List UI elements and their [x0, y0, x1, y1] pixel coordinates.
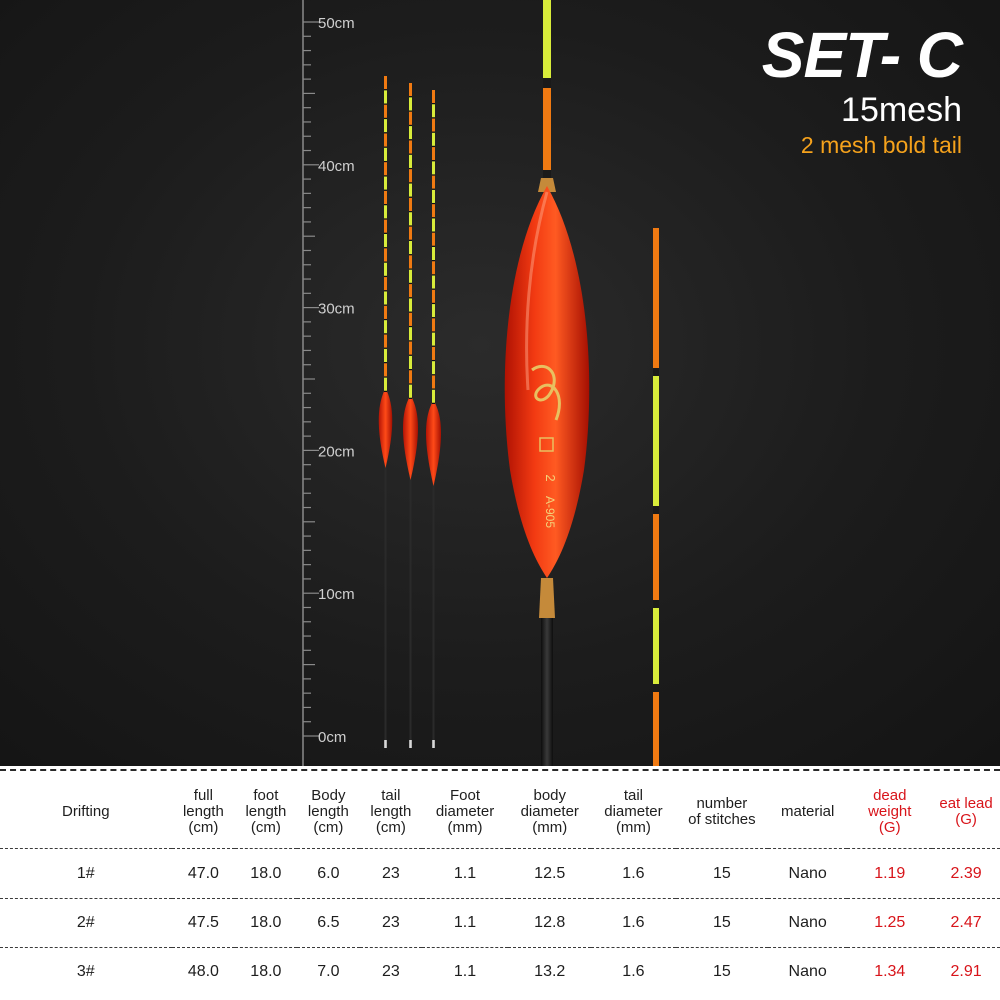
- table-cell: 13.2: [534, 962, 566, 980]
- table-cell: 1.6: [622, 864, 645, 882]
- table-cell: 1.1: [453, 864, 477, 882]
- table-row: 2# 47.5 18.0 6.5 23 1.1 12.8 1.6 15 Nano 1.25 2.47: [0, 899, 1000, 948]
- table-cell: 48.0: [187, 962, 219, 980]
- small-float-2: [402, 83, 419, 748]
- column-header: tail length (cm): [370, 787, 412, 836]
- ruler-label: 40cm: [318, 158, 355, 175]
- table-cell: 2.47: [950, 914, 982, 931]
- column-header: Drifting: [62, 803, 110, 820]
- table-cell: Nano: [788, 914, 827, 931]
- table-cell: 6.0: [317, 864, 340, 882]
- small-float-1: [378, 76, 393, 748]
- table-cell: 6.5: [317, 914, 340, 931]
- table-cell: 1.6: [622, 914, 645, 931]
- column-header: Foot diameter (mm): [435, 787, 495, 836]
- ruler-label: 20cm: [318, 443, 355, 460]
- spec-table: Drifting full length (cm) foot length (cm) Body…: [0, 776, 1000, 995]
- mesh-label: 15mesh: [841, 91, 962, 129]
- table-cell: 7.0: [317, 962, 340, 980]
- ruler-label: 50cm: [318, 15, 355, 32]
- table-cell: 3#: [76, 962, 95, 980]
- tail-note: 2 mesh bold tail: [800, 132, 962, 158]
- table-row: 3# 48.0 18.0 7.0 23 1.1 13.2 1.6 15 Nano 1.34 2.91: [0, 948, 1000, 995]
- table-cell: 2.91: [950, 962, 982, 980]
- column-header: Body length (cm): [307, 787, 349, 836]
- float-number: 2: [543, 474, 558, 481]
- table-cell: 18.0: [250, 864, 282, 882]
- table-cell: 2#: [76, 914, 95, 931]
- table-cell: 23: [381, 962, 400, 980]
- table-cell: 1.25: [874, 914, 906, 931]
- table-cell: 1.1: [453, 962, 477, 980]
- table-cell: 23: [381, 914, 400, 931]
- table-header-row: Drifting full length (cm) foot length (cm) Body…: [0, 776, 1000, 849]
- table-cell: 15: [712, 864, 731, 882]
- table-cell: Nano: [788, 864, 827, 882]
- table-cell: 12.5: [534, 864, 566, 882]
- table-cell: 1.34: [874, 962, 906, 980]
- ruler-label: 30cm: [318, 301, 355, 318]
- ruler-label: 10cm: [318, 586, 355, 603]
- table-cell: 2.39: [950, 864, 982, 882]
- ruler-label: 0cm: [318, 729, 346, 746]
- column-header: number of stitches: [688, 795, 756, 828]
- table-cell: 18.0: [250, 962, 282, 980]
- table-cell: 1#: [76, 864, 95, 882]
- column-header: dead weight (G): [868, 787, 912, 836]
- column-header: full length (cm): [182, 787, 224, 836]
- table-cell: 18.0: [250, 914, 282, 931]
- column-header: body diameter (mm): [520, 787, 579, 836]
- top-divider: [0, 769, 1000, 771]
- small-float-3: [425, 90, 442, 748]
- table-cell: 15: [712, 914, 731, 931]
- spare-tail: [653, 228, 659, 766]
- measurement-ruler: 50cm 40cm 30cm 20cm 10cm 0cm: [302, 0, 355, 766]
- table-cell: 47.5: [187, 914, 219, 931]
- table-cell: 47.0: [187, 864, 219, 882]
- column-header: tail diameter (mm): [604, 787, 663, 836]
- set-heading: SET- C 15mesh 2 mesh bold tail: [761, 18, 963, 160]
- float-model: A-905: [543, 496, 557, 528]
- large-float: 2 A-905: [504, 0, 590, 766]
- column-header: foot length (cm): [245, 787, 287, 836]
- table-cell: Nano: [788, 962, 827, 980]
- table-cell: 1.1: [453, 914, 477, 931]
- table-cell: 1.19: [874, 864, 906, 882]
- table-row: 1# 47.0 18.0 6.0 23 1.1 12.5 1.6 15 Nano 1.19 2.39: [0, 849, 1000, 899]
- table-cell: 15: [712, 962, 731, 980]
- table-cell: 12.8: [534, 914, 566, 931]
- column-header: eat lead (G): [939, 795, 993, 828]
- table-cell: 23: [381, 864, 400, 882]
- set-title: SET- C: [761, 19, 963, 91]
- product-photo: 50cm 40cm 30cm 20cm 10cm 0cm: [0, 0, 1000, 766]
- float-illustration: 50cm 40cm 30cm 20cm 10cm 0cm: [302, 0, 659, 766]
- column-header: material: [780, 803, 835, 820]
- table-cell: 1.6: [622, 962, 645, 980]
